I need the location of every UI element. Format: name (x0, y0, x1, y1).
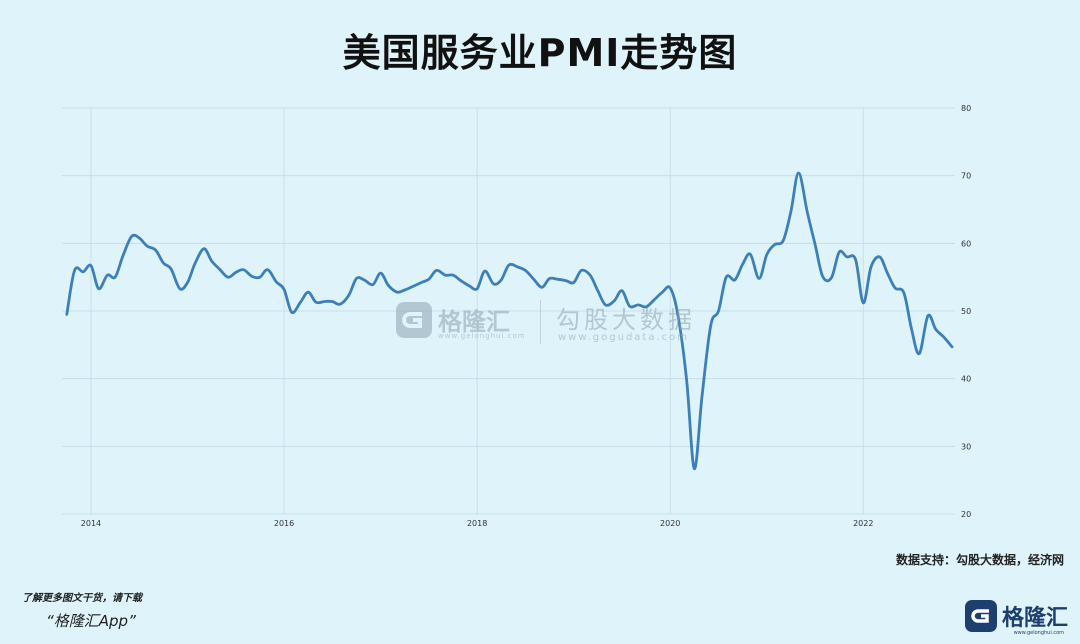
x-tick-label: 2016 (274, 519, 294, 528)
x-tick-label: 2018 (467, 519, 487, 528)
axis-tick-labels: 20 30 40 50 60 70 80 2014 2016 2018 2020 2022 (81, 104, 971, 528)
series-line (65, 171, 954, 471)
watermark-gogu: 勾股大数据 (556, 306, 696, 334)
watermark-gelonghui-url: www.gelonghui.com (438, 332, 526, 340)
y-tick-label: 70 (961, 172, 971, 181)
y-tick-label: 60 (961, 239, 971, 248)
watermark-gelonghui: 格隆汇 (438, 308, 510, 336)
promo-app-name: “格隆汇App” (46, 612, 136, 630)
watermark-gogu-url: www.gogudata.com (558, 332, 690, 343)
x-tick-label: 2020 (660, 519, 680, 528)
watermark: 格隆汇 www.gelonghui.com 勾股大数据 www.gogudata… (392, 296, 702, 352)
promo-text: 了解更多图文干货，请下载 (22, 593, 142, 604)
data-source: 数据支持：勾股大数据，经济网 (895, 553, 1064, 567)
logo-text: 格隆汇 (1001, 606, 1068, 631)
y-tick-label: 50 (961, 307, 971, 316)
gelonghui-logo-icon (964, 600, 997, 632)
watermark-divider (540, 300, 541, 344)
y-tick-label: 30 (961, 442, 971, 451)
x-tick-label: 2014 (81, 519, 101, 528)
logo-url: www.gelonghui.com (1013, 630, 1064, 636)
x-tick-label: 2022 (853, 519, 873, 528)
chart-title: 美国服务业PMI走势图 (342, 31, 738, 75)
y-tick-label: 20 (961, 510, 971, 519)
gelonghui-logo[interactable]: 格隆汇 www.gelonghui.com (964, 598, 1068, 636)
y-tick-label: 40 (961, 375, 971, 384)
y-tick-label: 80 (961, 104, 971, 113)
gelonghui-watermark-icon (396, 302, 432, 338)
grid-lines (62, 107, 955, 515)
